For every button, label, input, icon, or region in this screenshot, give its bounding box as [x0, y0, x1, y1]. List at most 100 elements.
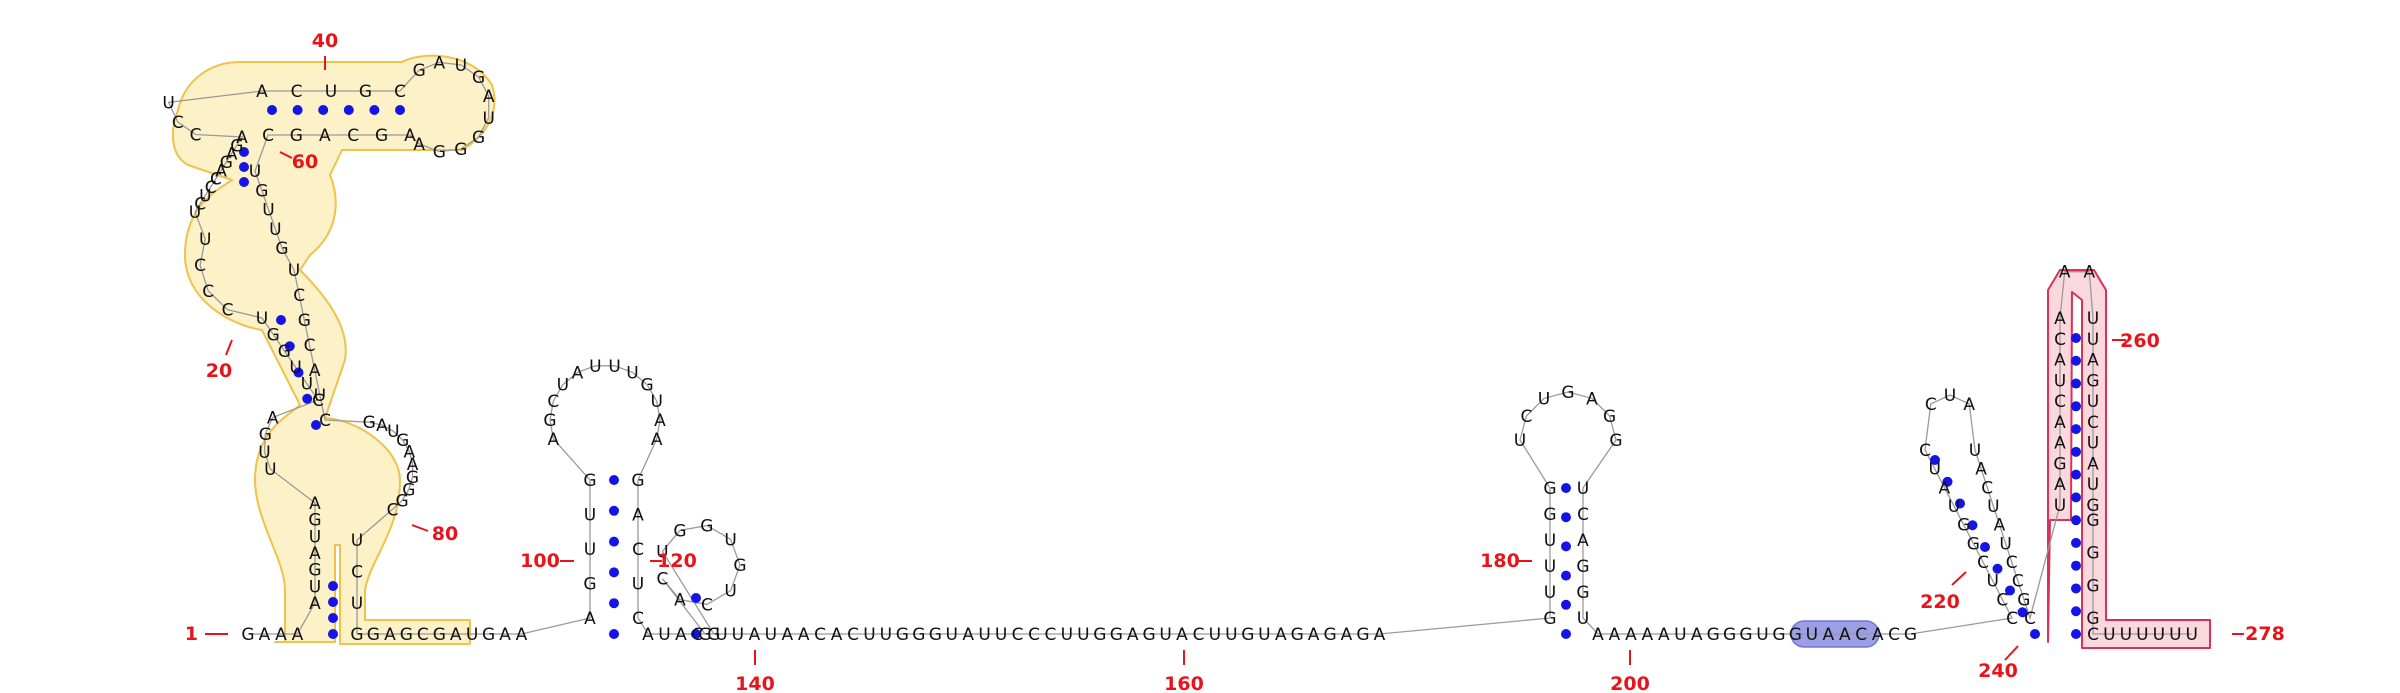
nucleotide: U [632, 575, 644, 595]
nucleotide: C [2054, 392, 2066, 412]
nucleotide: G [230, 136, 243, 156]
nucleotide: G [1543, 479, 1556, 499]
base-pair-dot [2071, 606, 2081, 617]
nucleotide: U [2087, 309, 2099, 329]
nucleotide: U [309, 577, 321, 597]
nucleotide: A [1839, 625, 1851, 645]
nucleotide: A [675, 625, 687, 645]
nucleotide: A [236, 128, 248, 148]
nucleotide: U [2153, 625, 2165, 645]
nucleotide: U [656, 542, 668, 562]
nucleotide: U [608, 357, 620, 377]
nucleotide: A [749, 625, 761, 645]
nucleotide: A [1592, 625, 1604, 645]
nucleotide: U [351, 594, 363, 614]
base-pair-dot [691, 629, 701, 639]
nucleotide: A [584, 609, 596, 629]
nucleotide: A [632, 506, 644, 526]
nucleotide: C [2006, 553, 2018, 573]
nucleotide: G [298, 311, 311, 331]
nucleotide: U [1756, 625, 1768, 645]
nucleotide: A [1975, 460, 1987, 480]
nucleotide: U [189, 203, 201, 223]
nucleotide: A [1641, 625, 1653, 645]
base-pair-dot [609, 505, 619, 516]
base-pair-dot [369, 105, 380, 115]
nucleotide: G [413, 61, 426, 81]
nucleotide: G [350, 625, 363, 645]
nucleotide: G [472, 128, 485, 148]
position-tick [411, 524, 429, 532]
nucleotide: A [572, 363, 584, 383]
nucleotide: U [1928, 460, 1940, 480]
nucleotide: A [1374, 625, 1386, 645]
position-number-220: 220 [1920, 591, 1960, 613]
nucleotide: G [1324, 625, 1337, 645]
nucleotide: A [404, 126, 416, 146]
nucleotide: G [2086, 511, 2099, 531]
nucleotide: A [309, 594, 321, 614]
nucleotide: G [308, 561, 321, 581]
base-pair-dot [1561, 512, 1571, 523]
base-pair-dot [1967, 520, 1978, 531]
nucleotide: G [929, 625, 942, 645]
nucleotide: U [1806, 625, 1818, 645]
nucleotide: C [190, 126, 202, 146]
base-pair-dot [395, 105, 405, 115]
nucleotide: G [896, 625, 909, 645]
nucleotide: C [194, 195, 206, 215]
nucleotide: G [1904, 625, 1917, 645]
nucleotide: A [433, 53, 445, 73]
nucleotide: U [945, 625, 957, 645]
base-pair-dot [2071, 629, 2081, 639]
position-number-180: 180 [1480, 550, 1520, 572]
base-pair-dot [2071, 537, 2081, 548]
nucleotide: A [2083, 263, 2095, 283]
nucleotide: C [2087, 625, 2099, 645]
nucleotide: A [674, 591, 686, 611]
nucleotide: U [1209, 625, 1221, 645]
nucleotide: U [301, 375, 313, 395]
nucleotide: G [396, 431, 409, 451]
nucleotide: C [1028, 625, 1040, 645]
base-pair-dot [328, 597, 338, 607]
nucleotide: A [1586, 389, 1598, 409]
nucleotide: G [375, 126, 388, 146]
nucleotide: C [656, 570, 668, 590]
nucleotide: U [626, 363, 638, 383]
base-pair-dot [311, 420, 321, 430]
nucleotide: U [584, 540, 596, 560]
nucleotide: G [359, 82, 372, 102]
base-pair-dot [2071, 469, 2081, 480]
nucleotide: U [1948, 497, 1960, 517]
base-pair-dot [609, 567, 619, 578]
base-pair-layer [239, 105, 2081, 639]
nucleotide: C [691, 625, 703, 645]
base-pair-dot [1930, 455, 1940, 465]
nucleotide: G [1356, 625, 1369, 645]
nucleotide: G [631, 471, 644, 491]
nucleotide: A [781, 625, 793, 645]
nucleotide: G [275, 239, 288, 259]
nucleotide: U [249, 162, 261, 182]
nucleotide: G [1707, 625, 1720, 645]
nucleotide: G [1957, 516, 1970, 536]
base-pair-dot [239, 147, 249, 157]
nucleotide: U [724, 530, 736, 550]
base-pair-dot [2030, 629, 2040, 639]
nucleotide: G [1110, 625, 1123, 645]
nucleotide: C [1977, 553, 1989, 573]
nucleotide: C [210, 170, 222, 190]
backbone-layer [167, 61, 2192, 635]
nucleotide: C [1012, 625, 1024, 645]
base-pair-dot [1561, 570, 1571, 581]
nucleotide: A [642, 625, 654, 645]
nucleotide: C [1888, 625, 1900, 645]
nucleotide: U [2136, 625, 2148, 645]
nucleotide: U [269, 220, 281, 240]
nucleotide: C [1925, 395, 1937, 415]
nucleotide: U [455, 56, 467, 76]
